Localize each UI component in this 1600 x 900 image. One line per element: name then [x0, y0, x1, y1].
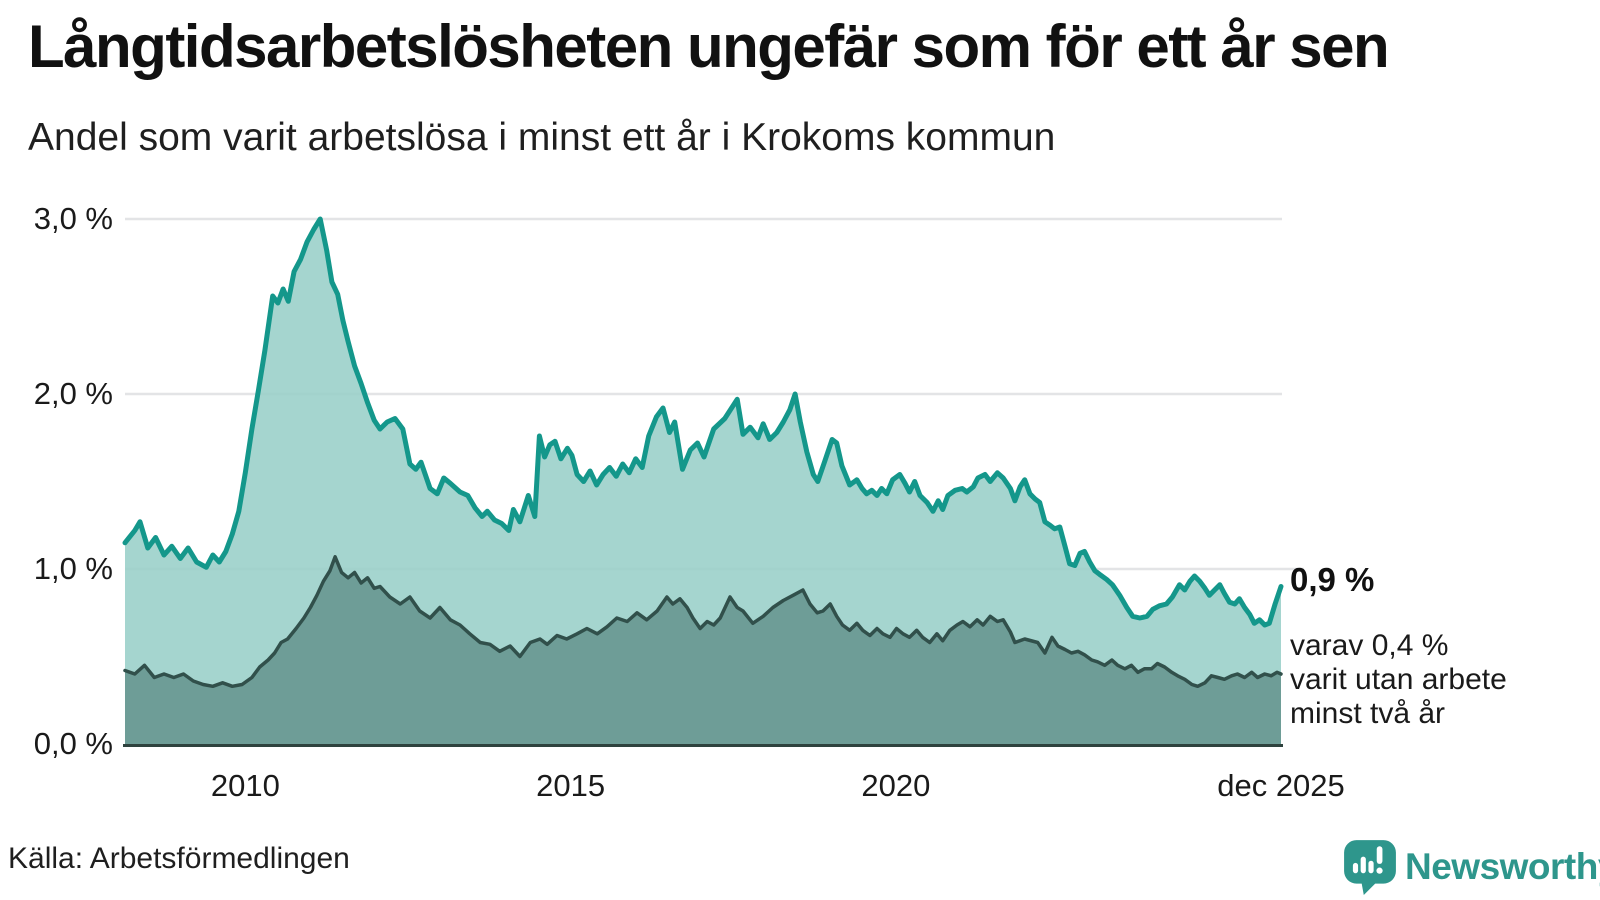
end-value-label: 0,9 %	[1290, 560, 1375, 598]
x-tick-label: dec 2025	[1217, 768, 1345, 803]
newsworthy-logo: Newsworthy	[1344, 838, 1600, 895]
chart-subtitle: Andel som varit arbetslösa i minst ett å…	[28, 116, 1056, 159]
series-line-0	[122, 216, 1284, 628]
newsworthy-logo-text: Newsworthy	[1405, 845, 1600, 887]
y-tick-label: 3,0 %	[33, 201, 113, 236]
y-tick-label: 2,0 %	[33, 376, 113, 411]
y-tick-label: 0,0 %	[33, 726, 113, 761]
x-tick-label: 2015	[536, 768, 606, 803]
newsworthy-logo-icon	[1344, 840, 1396, 895]
page-title: Långtidsarbetslösheten ungefär som för e…	[28, 13, 1390, 80]
x-tick-label: 2020	[861, 768, 931, 803]
series-line-1	[123, 555, 1283, 689]
subset-annotation: varav 0,4 % varit utan arbete minst två …	[1290, 629, 1507, 730]
source-attribution: Källa: Arbetsförmedlingen	[8, 842, 350, 875]
y-tick-label: 1,0 %	[33, 551, 113, 586]
x-tick-label: 2010	[210, 768, 280, 803]
